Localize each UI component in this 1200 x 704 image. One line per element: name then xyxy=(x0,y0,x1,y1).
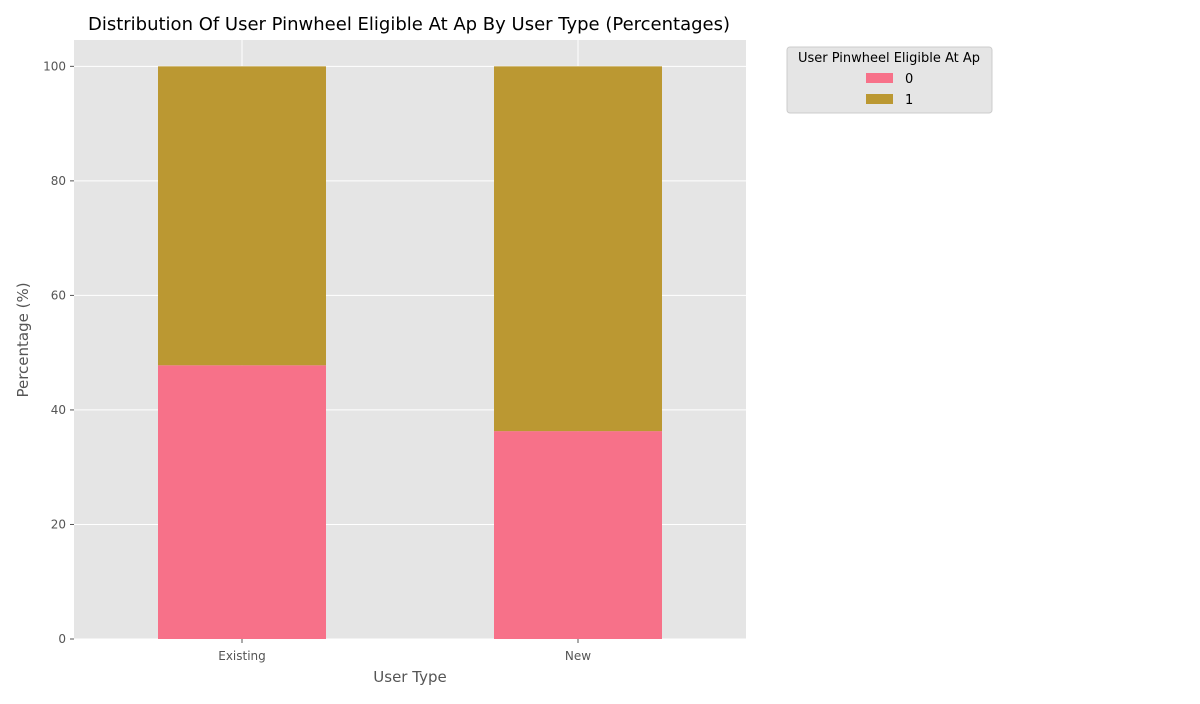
legend-swatch-1 xyxy=(866,94,893,104)
x-tick-label: New xyxy=(565,649,591,663)
x-axis: Existing New xyxy=(218,639,591,663)
y-tick-label: 40 xyxy=(51,403,66,417)
y-axis-label: Percentage (%) xyxy=(14,282,32,397)
y-axis: 0 20 40 60 80 100 xyxy=(43,59,74,646)
x-tick-label: Existing xyxy=(218,649,266,663)
y-tick-label: 80 xyxy=(51,174,66,188)
bar-new-series-1 xyxy=(494,66,662,432)
bar-existing-series-1 xyxy=(158,66,326,366)
bar-existing-series-0 xyxy=(158,365,326,639)
x-axis-label: User Type xyxy=(373,668,446,686)
y-tick-label: 100 xyxy=(43,59,66,73)
chart-title: Distribution Of User Pinwheel Eligible A… xyxy=(88,14,730,35)
legend-label-0: 0 xyxy=(905,72,913,87)
legend-label-1: 1 xyxy=(905,93,913,108)
y-tick-label: 60 xyxy=(51,288,66,302)
y-tick-label: 0 xyxy=(58,632,66,646)
y-tick-label: 20 xyxy=(51,517,66,531)
legend-items: 01 xyxy=(866,72,913,108)
legend: User Pinwheel Eligible At Ap 01 xyxy=(786,46,993,114)
legend-title: User Pinwheel Eligible At Ap xyxy=(798,51,980,66)
bars xyxy=(158,66,662,639)
legend-swatch-0 xyxy=(866,73,893,83)
bar-new-series-0 xyxy=(494,431,662,639)
